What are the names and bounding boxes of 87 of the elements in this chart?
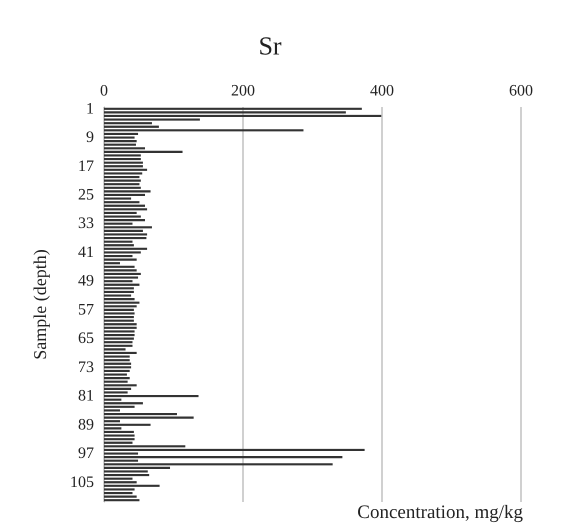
bar bbox=[104, 168, 148, 171]
bar bbox=[104, 176, 140, 178]
bar bbox=[104, 499, 140, 502]
x-tick-label: 600 bbox=[509, 82, 533, 100]
bar bbox=[104, 456, 342, 458]
bar bbox=[104, 316, 134, 318]
bar bbox=[104, 284, 140, 286]
y-tick-label: 49 bbox=[78, 272, 94, 290]
bar bbox=[104, 370, 130, 372]
bar bbox=[104, 215, 141, 218]
bar bbox=[104, 165, 143, 168]
bar bbox=[104, 162, 143, 164]
bar bbox=[104, 276, 138, 279]
y-tick-label: 57 bbox=[78, 301, 94, 318]
bar bbox=[104, 359, 130, 362]
bar bbox=[104, 136, 135, 139]
y-tick-label: 41 bbox=[78, 244, 94, 261]
bar bbox=[104, 158, 141, 160]
bar bbox=[104, 305, 137, 308]
bar bbox=[104, 424, 151, 426]
y-tick-label: 81 bbox=[78, 388, 94, 405]
bar bbox=[104, 302, 140, 304]
bar bbox=[104, 344, 132, 347]
bar bbox=[104, 377, 130, 380]
bar bbox=[104, 496, 137, 498]
bar bbox=[104, 394, 199, 398]
bar bbox=[104, 204, 146, 207]
y-tick-label: 33 bbox=[78, 215, 94, 232]
bar bbox=[104, 438, 135, 440]
bar bbox=[104, 448, 365, 452]
bar bbox=[104, 183, 140, 186]
y-tick-label: 65 bbox=[78, 330, 94, 348]
bar bbox=[104, 272, 141, 276]
bar bbox=[104, 474, 150, 476]
bar bbox=[104, 352, 137, 354]
y-tick-label: 1 bbox=[86, 100, 94, 118]
y-axis-title: Sample (depth) bbox=[30, 249, 50, 360]
bar bbox=[104, 373, 127, 376]
bar bbox=[104, 362, 132, 365]
bar bbox=[104, 236, 146, 240]
y-tick-label: 9 bbox=[86, 129, 94, 146]
chart-title: Sr bbox=[258, 32, 282, 60]
bar bbox=[104, 114, 382, 118]
bar bbox=[104, 269, 137, 272]
bar bbox=[104, 140, 137, 142]
x-tick-label: 400 bbox=[370, 82, 394, 100]
y-tick-label: 17 bbox=[78, 158, 94, 175]
bar bbox=[104, 416, 194, 419]
y-tick-label: 105 bbox=[70, 474, 94, 491]
bar bbox=[104, 258, 137, 261]
bar bbox=[104, 226, 152, 228]
bar bbox=[104, 341, 132, 344]
bar bbox=[104, 208, 148, 210]
bar bbox=[104, 326, 137, 329]
bar bbox=[104, 248, 148, 250]
bar bbox=[104, 463, 333, 466]
bar bbox=[104, 320, 134, 322]
y-tick-label: 89 bbox=[78, 416, 94, 434]
bar bbox=[104, 366, 132, 368]
bar bbox=[104, 402, 143, 404]
bar bbox=[104, 434, 135, 437]
bar bbox=[104, 308, 134, 311]
bar bbox=[104, 108, 362, 110]
bar bbox=[104, 150, 183, 153]
bar bbox=[104, 266, 135, 268]
bar bbox=[104, 129, 304, 132]
bar bbox=[104, 330, 135, 333]
bar bbox=[104, 294, 132, 297]
x-tick-label: 0 bbox=[100, 82, 108, 100]
y-tick-label: 97 bbox=[78, 445, 94, 462]
bar bbox=[104, 338, 134, 340]
bar bbox=[104, 334, 135, 336]
bar bbox=[104, 233, 148, 236]
bar bbox=[104, 219, 146, 222]
y-tick-label: 73 bbox=[78, 358, 94, 376]
bar bbox=[104, 384, 137, 386]
bar bbox=[104, 484, 160, 487]
bar bbox=[104, 492, 132, 494]
bar bbox=[104, 290, 134, 294]
bar bbox=[104, 312, 135, 315]
y-tick-label: 25 bbox=[78, 186, 94, 204]
bar bbox=[104, 180, 141, 182]
x-axis-title: Concentration, mg/kg bbox=[357, 502, 524, 523]
x-tick-label: 200 bbox=[231, 82, 255, 100]
bar bbox=[104, 190, 151, 192]
bar bbox=[104, 323, 137, 326]
bar bbox=[104, 430, 134, 434]
